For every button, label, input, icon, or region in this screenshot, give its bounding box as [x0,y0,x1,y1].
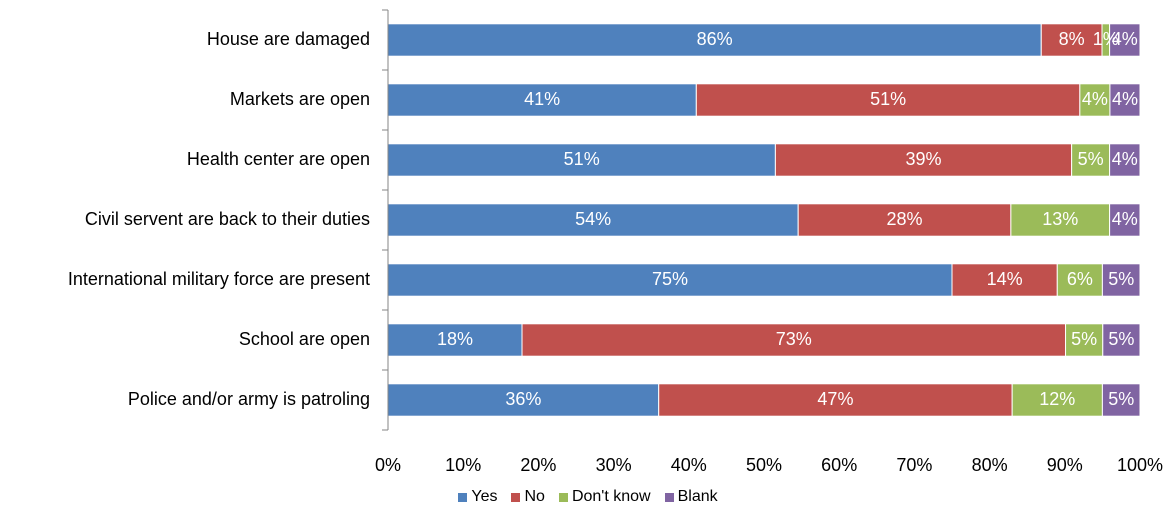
category-label: International military force are present [68,269,370,289]
bar-segment [1102,323,1141,357]
bar-segment [387,143,776,177]
legend-label: Don't know [571,488,651,505]
data-label: 4% [1112,149,1138,169]
category-label: School are open [239,329,370,349]
legend-label: Yes [471,488,498,505]
data-label: 51% [564,149,600,169]
data-label: 5% [1071,329,1097,349]
x-tick-label: 60% [821,455,857,475]
legend-item: Yes [458,488,497,506]
data-label: 18% [437,329,473,349]
data-label: 4% [1112,209,1138,229]
data-label: 1% [1093,29,1119,49]
data-label: 14% [987,269,1023,289]
x-tick-label: 40% [671,455,707,475]
data-label: 4% [1112,29,1138,49]
legend-swatch [664,492,674,502]
category-label: Health center are open [187,149,370,169]
bar-segment [797,203,1012,237]
bar-segment [1079,83,1111,117]
x-tick-label: 0% [375,455,401,475]
bar-segment [1040,23,1103,57]
category-label: House are damaged [207,29,370,49]
x-tick-label: 80% [972,455,1008,475]
data-label: 12% [1039,389,1075,409]
legend-swatch [558,492,568,502]
legend-label: Blank [677,488,718,505]
category-label: Civil servent are back to their duties [85,209,370,229]
bar-segment [1056,263,1103,297]
legend: Yes No Don't know Blank [0,488,1176,506]
x-tick-label: 20% [520,455,556,475]
chart: House are damaged Markets are open Health … [68,9,1163,475]
data-label: 39% [905,149,941,169]
bar-segment [695,83,1081,117]
legend-item: Blank [664,488,718,506]
data-label: 51% [870,89,906,109]
data-label: 4% [1082,89,1108,109]
bar-segment [1101,263,1141,297]
data-labels: 86% 8% 1%4%41% 51% 4% 4%51% 39% 5% 4%54% 28% 13% 4%… [437,29,1138,409]
data-label: 54% [575,209,611,229]
data-label: 5% [1108,329,1134,349]
data-label: 73% [776,329,812,349]
data-label: 86% [697,29,733,49]
x-tick-label: 100% [1117,455,1163,475]
legend-item: No [511,488,545,506]
category-labels: House are damaged Markets are open Health … [68,29,370,409]
bar-segment [387,23,1042,57]
data-label: 4% [1112,89,1138,109]
x-tick-label: 50% [746,455,782,475]
legend-swatch [511,492,521,502]
x-tick-label: 30% [596,455,632,475]
x-tick-label: 10% [445,455,481,475]
data-label: 5% [1078,149,1104,169]
tick-labels: 0% 10% 20% 30% 40% 50% 60% 70% 80% 90% 100% [375,455,1163,475]
bar-segment [387,203,799,237]
category-label: Police and/or army is patroling [128,389,370,409]
bars [387,23,1141,417]
bar-segment [1109,143,1141,177]
bar-segment [1071,143,1111,177]
bar-segment [1109,83,1141,117]
bar-segment [1109,23,1141,57]
data-label: 5% [1108,269,1134,289]
bar-segment [1101,383,1141,417]
x-tick-label: 70% [896,455,932,475]
legend-swatch [458,492,468,502]
data-label: 36% [505,389,541,409]
data-label: 41% [524,89,560,109]
bar-segment [1109,203,1141,237]
data-label: 13% [1042,209,1078,229]
legend-label: No [524,488,545,505]
bar-segment [658,383,1013,417]
category-label: Markets are open [230,89,370,109]
bar-segment [774,143,1073,177]
bar-segment [1010,203,1111,237]
axes [382,9,389,431]
data-label: 28% [887,209,923,229]
legend-item: Don't know [558,488,651,506]
data-label: 6% [1067,269,1093,289]
data-label: 5% [1108,389,1134,409]
x-tick-label: 90% [1047,455,1083,475]
data-label: 75% [652,269,688,289]
data-label: 8% [1059,29,1085,49]
data-label: 47% [817,389,853,409]
